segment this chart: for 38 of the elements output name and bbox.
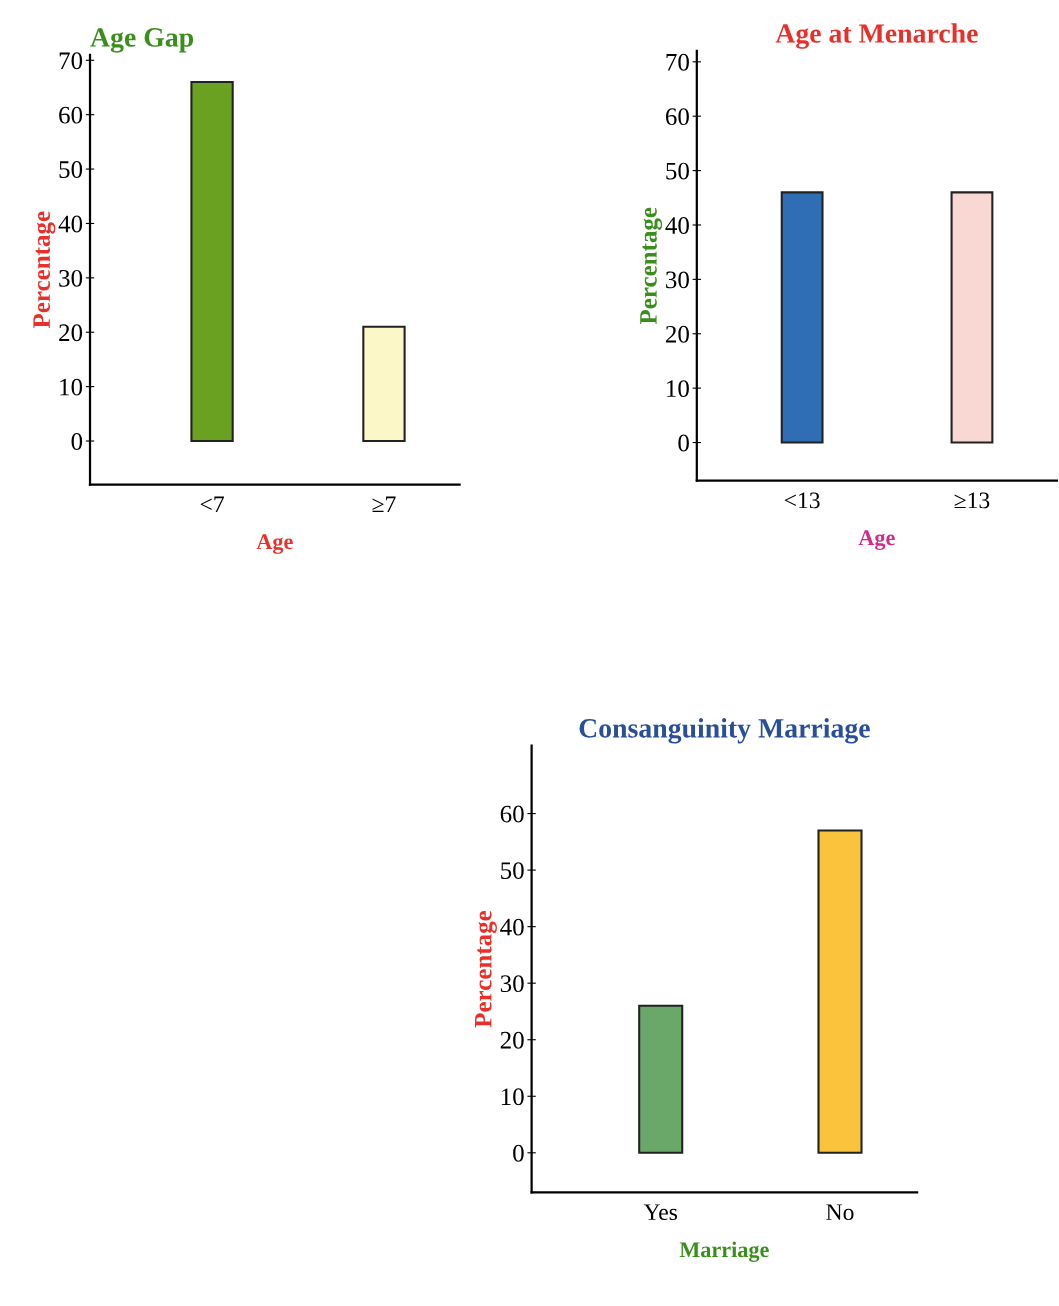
y-tick-label: 30 [666, 271, 689, 289]
y-tick-label: 40 [500, 918, 524, 936]
x-tick-label: ≥13 [954, 492, 990, 509]
y-tick-label: 10 [501, 1088, 524, 1106]
y-tick-label: 20 [59, 324, 83, 342]
y-axis-title: Percentage [640, 207, 663, 325]
y-tick-label: 50 [59, 161, 83, 178]
y-tick-label: 60 [665, 108, 689, 126]
y-tick-label: 50 [666, 162, 689, 180]
chart-title: Consanguinity Marriage [579, 718, 870, 744]
y-tick-label: 30 [59, 269, 83, 287]
y-tick-label: 0 [678, 434, 689, 452]
x-tick-label: <13 [784, 492, 820, 509]
y-tick-label: 60 [59, 106, 83, 124]
x-axis-title: Age [256, 534, 293, 554]
y-axis-title: Percentage [475, 910, 497, 1028]
x-axis-title: Marriage [679, 1241, 769, 1262]
y-axis-title: Percentage [33, 211, 56, 329]
y-tick-label: 0 [71, 433, 83, 450]
y-tick-label: 20 [500, 1031, 524, 1049]
y-tick-label: 10 [667, 380, 689, 398]
chart-title: Age at Menarche [775, 23, 978, 49]
y-tick-label: 40 [665, 217, 689, 234]
y-tick-label: 40 [58, 215, 83, 233]
y-tick-label: 50 [501, 862, 524, 880]
y-tick-label: 60 [500, 805, 524, 823]
y-tick-label: 30 [500, 975, 524, 993]
x-tick-label: ≥7 [372, 496, 396, 513]
y-tick-label: 20 [665, 325, 689, 343]
y-tick-label: 70 [666, 53, 689, 71]
x-tick-label: <7 [200, 496, 224, 513]
x-tick-label: Yes [643, 1204, 678, 1221]
y-tick-label: 70 [59, 52, 83, 70]
x-axis-title: Age [858, 530, 895, 550]
y-tick-label: 0 [513, 1144, 524, 1162]
x-tick-label: No [826, 1204, 854, 1221]
chart-title: Age Gap [90, 28, 194, 53]
y-tick-label: 10 [60, 378, 83, 396]
